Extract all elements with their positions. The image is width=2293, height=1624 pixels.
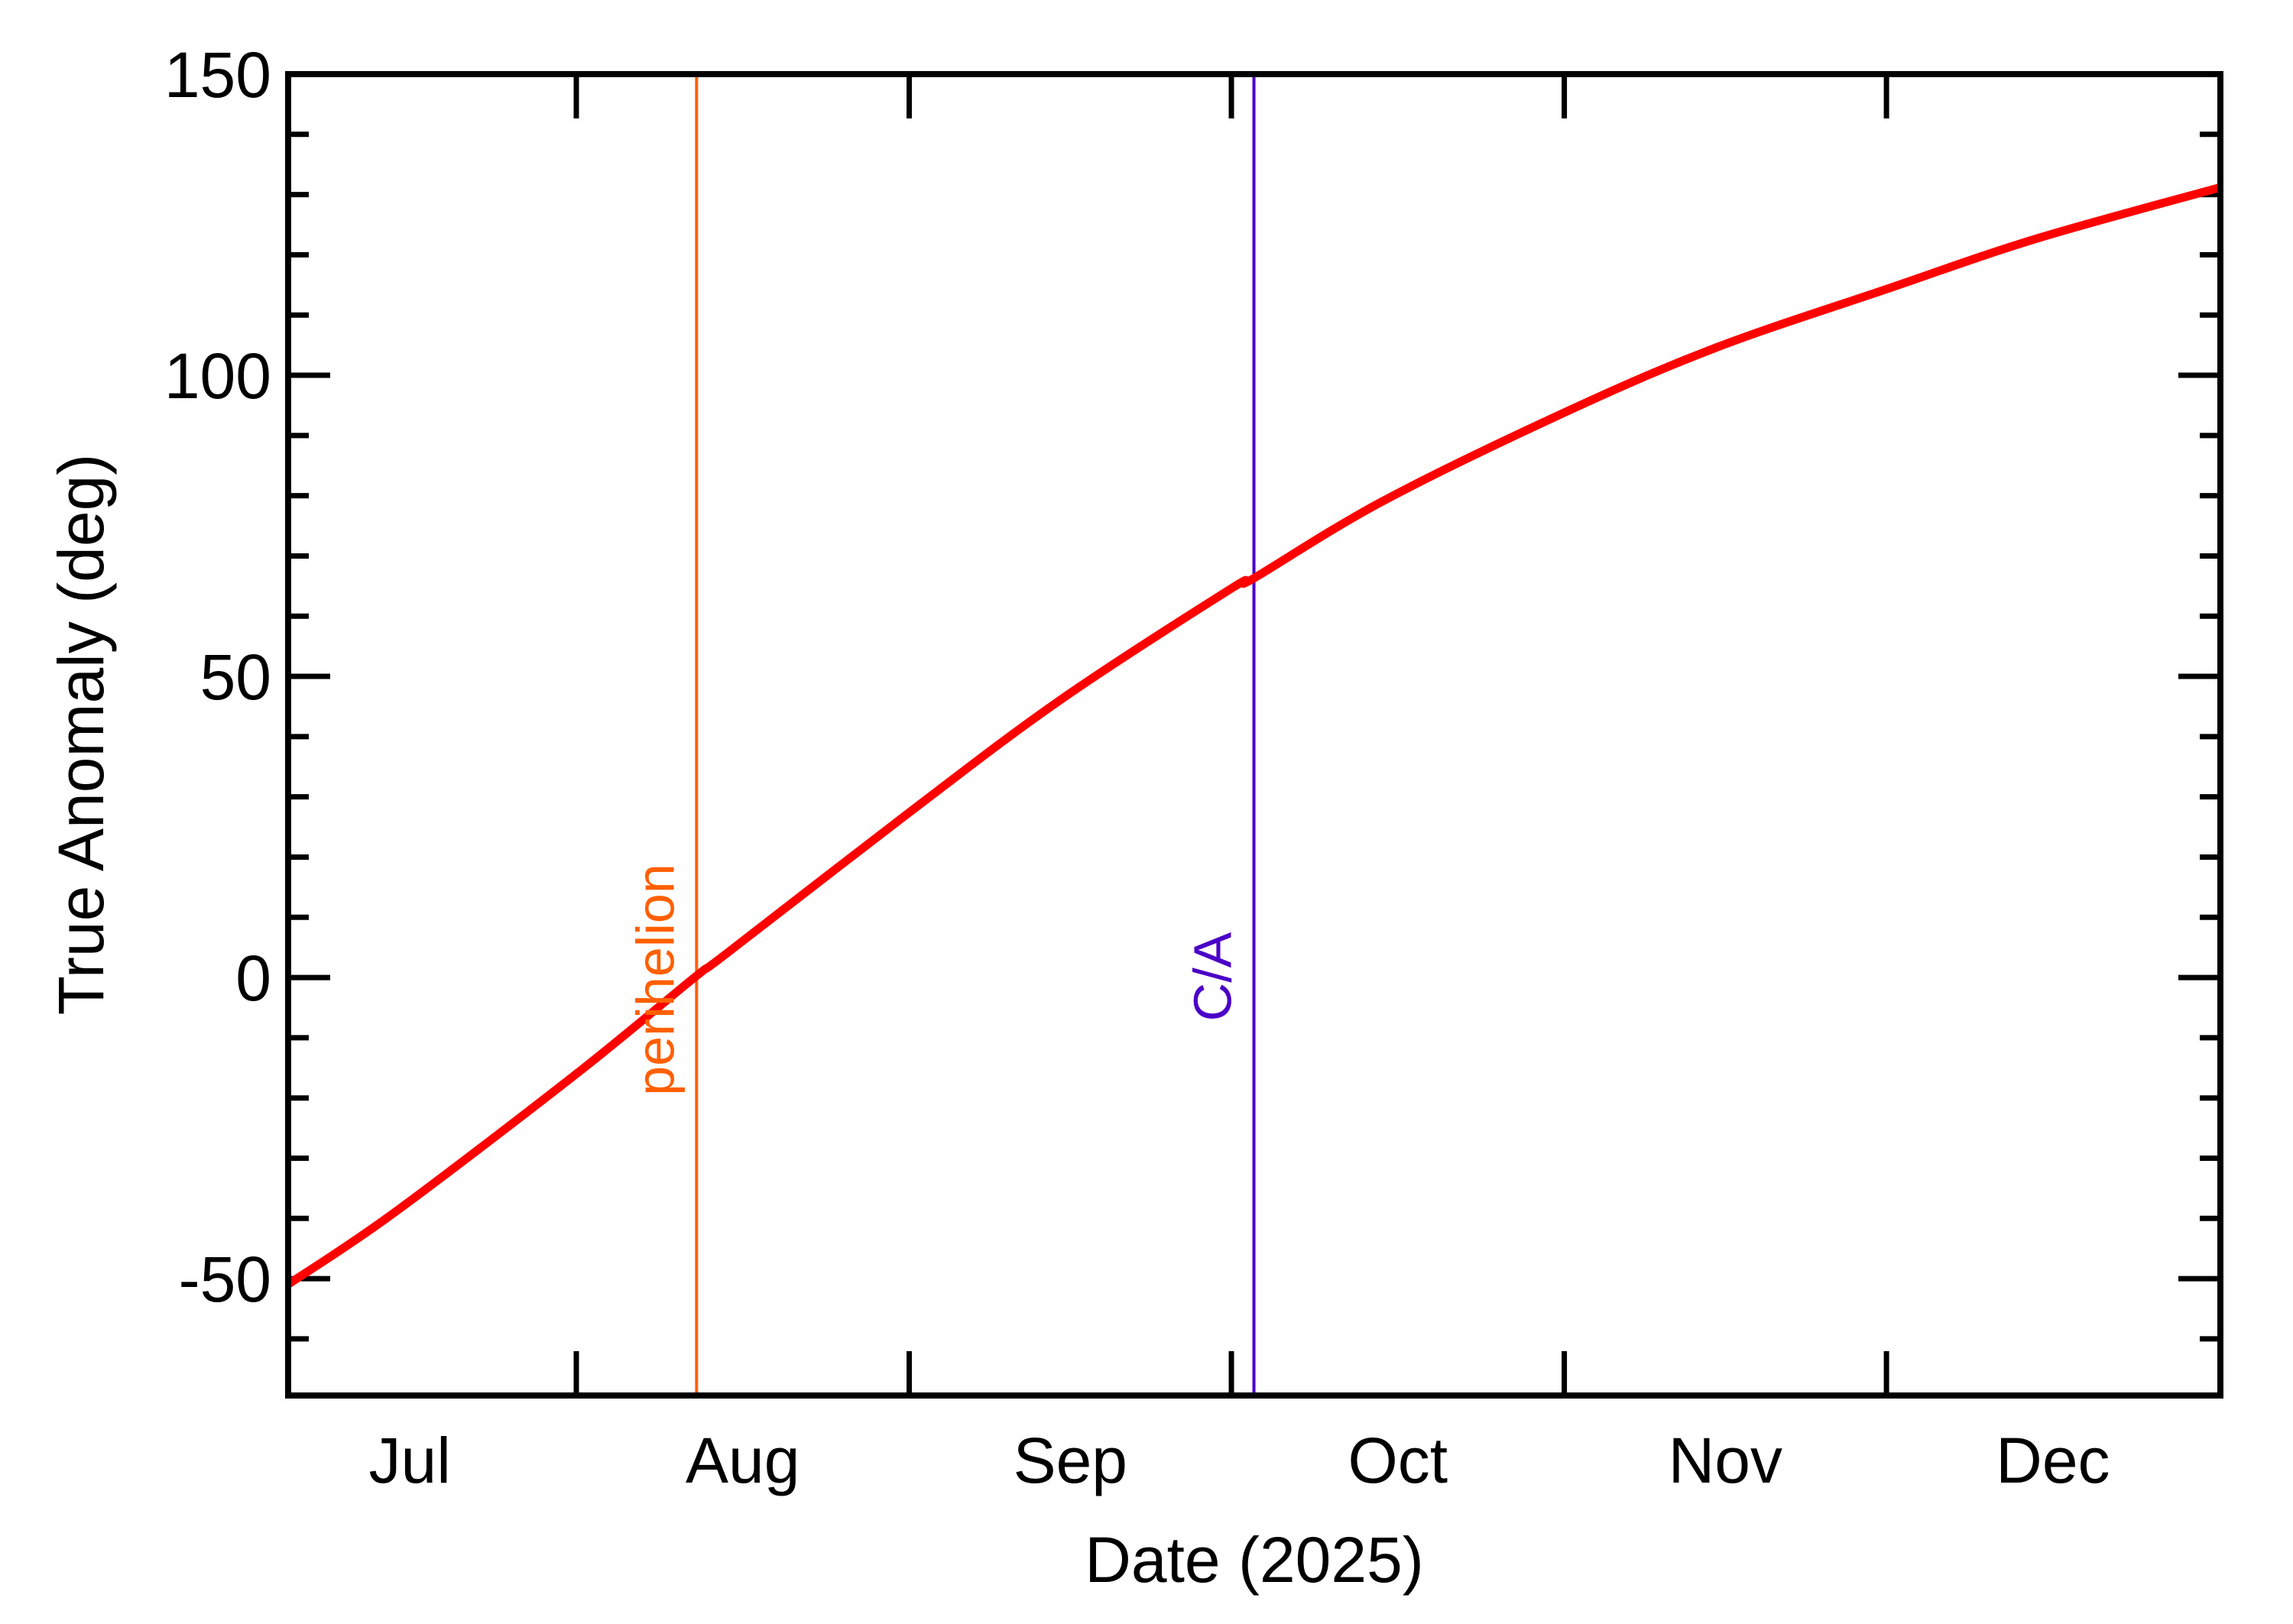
y-tick-label: 50 [200, 641, 271, 713]
x-tick-label: Aug [686, 1425, 799, 1496]
closest-approach-label: C/A [1183, 932, 1243, 1021]
event-marker-lines [695, 74, 1256, 1395]
y-axis-tick-labels: -50 0 50 100 150 [164, 39, 271, 1315]
y-tick-label: -50 [179, 1243, 271, 1315]
x-tick-label: Sep [1014, 1425, 1127, 1496]
x-axis-title: Date (2025) [1085, 1524, 1424, 1596]
x-tick-label: Nov [1669, 1425, 1782, 1496]
y-axis-title: True Anomaly (deg) [45, 454, 117, 1016]
axis-ticks [288, 71, 2220, 1395]
x-tick-label: Dec [1996, 1425, 2110, 1496]
x-tick-label: Jul [369, 1425, 451, 1496]
plot-frame [285, 71, 2223, 1399]
true-anomaly-curve [286, 183, 2222, 1288]
x-tick-label: Oct [1348, 1425, 1448, 1496]
y-tick-label: 150 [164, 39, 271, 111]
y-tick-label: 0 [235, 942, 271, 1014]
perihelion-label: perihelion [625, 864, 685, 1096]
x-axis-tick-labels: Jul Aug Sep Oct Nov Dec [369, 1425, 2110, 1496]
y-tick-label: 100 [164, 340, 271, 412]
